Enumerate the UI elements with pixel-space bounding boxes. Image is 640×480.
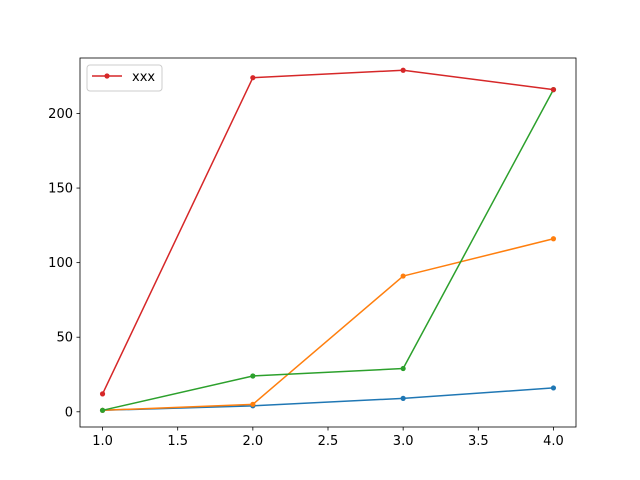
series-4-point-3 [400, 67, 406, 73]
legend: xxx [86, 64, 163, 92]
x-axis-ticks: 1.0 1.5 2.0 2.5 3.0 3.5 4.0 [92, 427, 564, 449]
series-4-line [101, 69, 554, 395]
series-3-point-2 [250, 373, 256, 379]
series-1-point-4 [550, 385, 557, 391]
x-tick-label: 1.0 [92, 434, 113, 449]
y-tick-label: 0 [65, 405, 73, 420]
series-2-point-2 [250, 401, 256, 407]
x-tick-label: 3.5 [468, 434, 489, 449]
series-3-point-1 [99, 407, 106, 413]
series-2-line [102, 238, 554, 412]
series-4-point-1 [99, 391, 106, 397]
x-tick-label: 1.5 [167, 434, 188, 449]
series-3-point-3 [400, 365, 406, 372]
series-3-line [102, 89, 555, 412]
y-tick-label: 50 [56, 331, 73, 346]
legend-point-marker [104, 73, 110, 79]
series-1-point-3 [400, 395, 406, 401]
y-tick-label: 200 [48, 107, 73, 122]
x-tick-label: 3.0 [393, 434, 414, 449]
series-layer [99, 67, 557, 413]
x-tick-label: 2.5 [318, 434, 339, 449]
x-tick-label: 2.0 [243, 434, 264, 449]
y-tick-label: 150 [48, 182, 73, 197]
legend-label: xxx [132, 70, 155, 85]
plot-background [80, 58, 576, 427]
series-4-point-2 [250, 75, 256, 81]
series-2-point-4 [550, 236, 557, 242]
series-2-point-3 [400, 273, 406, 279]
x-tick-label: 4.0 [543, 434, 564, 449]
y-tick-label: 100 [48, 256, 73, 271]
legend-box [86, 64, 163, 92]
y-axis-ticks: 0 50 100 150 200 [48, 107, 80, 420]
series-4-point-4 [550, 87, 557, 93]
